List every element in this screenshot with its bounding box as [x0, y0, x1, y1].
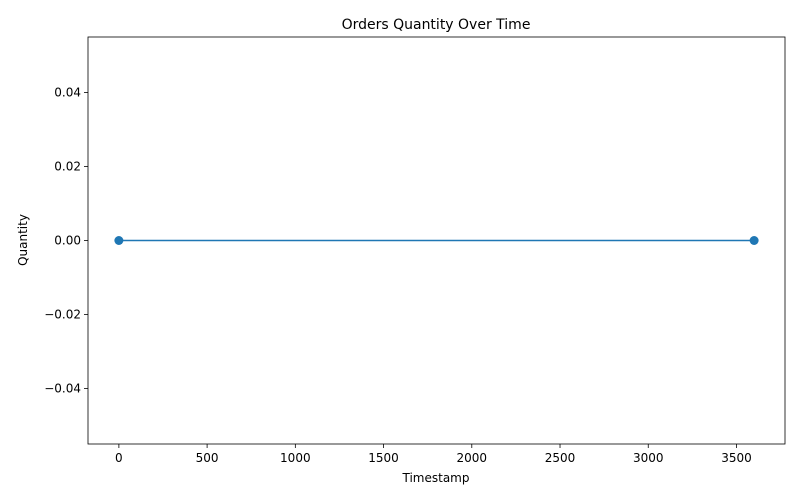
x-tick-label: 2000 — [457, 451, 488, 465]
plot-area — [114, 236, 759, 245]
x-tick-label: 1500 — [368, 451, 399, 465]
x-tick-label: 3500 — [721, 451, 752, 465]
y-tick-label: 0.04 — [54, 86, 81, 100]
data-point — [114, 236, 124, 245]
x-tick-label: 500 — [196, 451, 219, 465]
y-axis-title: Quantity — [16, 214, 30, 266]
y-tick-label: 0.02 — [54, 160, 81, 174]
x-axis-title: Timestamp — [402, 471, 470, 485]
x-tick-label: 1000 — [280, 451, 311, 465]
x-axis: 0 500 1000 1500 2000 2500 3000 3500 — [115, 444, 752, 465]
y-tick-label: −0.04 — [44, 382, 81, 396]
plot-frame — [87, 36, 786, 445]
y-axis: −0.04 −0.02 0.00 0.02 0.04 — [44, 86, 88, 396]
y-tick-label: −0.02 — [44, 308, 81, 322]
x-tick-label: 3000 — [633, 451, 664, 465]
y-tick-label: 0.00 — [54, 234, 81, 248]
data-point — [749, 236, 759, 245]
x-tick-label: 0 — [115, 451, 123, 465]
x-tick-label: 2500 — [545, 451, 576, 465]
chart-title: Orders Quantity Over Time — [342, 17, 531, 33]
